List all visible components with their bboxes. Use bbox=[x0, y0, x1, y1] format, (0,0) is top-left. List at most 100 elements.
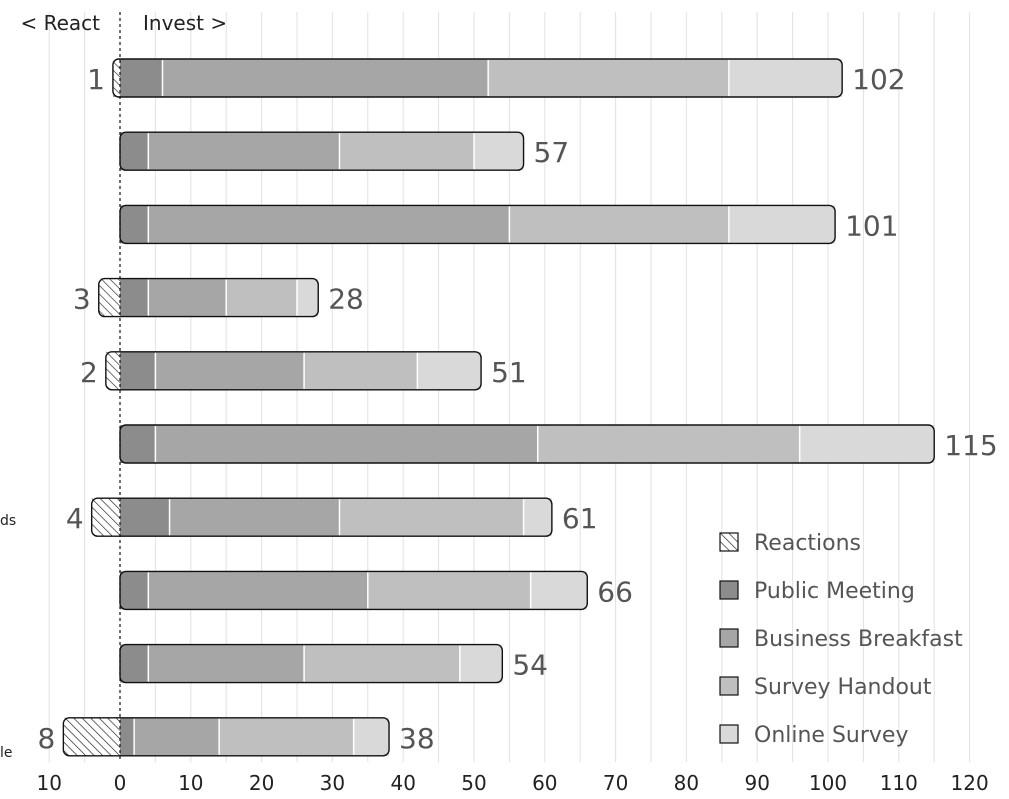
category-label-partial: ds bbox=[0, 513, 16, 529]
bar-segment-reactions bbox=[112, 59, 120, 97]
bar-outline bbox=[98, 277, 319, 318]
bar-segment-business-breakfast bbox=[155, 351, 305, 390]
react-total-label: 4 bbox=[66, 502, 84, 535]
x-tick-label: 30 bbox=[320, 771, 345, 795]
bar-outline bbox=[90, 497, 553, 537]
x-tick-label: 90 bbox=[744, 771, 769, 795]
x-axis: < React Invest >10 0 10 20 30 40 50 60 70 80 90 100 1… bbox=[0, 11, 989, 795]
react-total-label: 1 bbox=[87, 63, 105, 96]
bar-segment-reactions bbox=[63, 717, 120, 756]
direction-label-invest: Invest > bbox=[143, 11, 227, 35]
bar-segment-business-breakfast bbox=[148, 644, 305, 683]
bar-segment-business-breakfast bbox=[148, 571, 368, 610]
category-label-partial: le bbox=[0, 745, 13, 761]
invest-total-label: 38 bbox=[399, 722, 435, 755]
legend-swatch bbox=[719, 628, 739, 648]
invest-total-label: 115 bbox=[944, 429, 997, 462]
bar-segment-online-survey bbox=[728, 59, 843, 97]
bar-outline bbox=[105, 351, 482, 391]
bar-segment-public-meeting bbox=[120, 644, 149, 683]
x-tick-label: 60 bbox=[532, 771, 557, 795]
bar-segment-business-breakfast bbox=[169, 498, 340, 537]
bar-segment-public-meeting bbox=[120, 498, 170, 537]
bar-segment-business-breakfast bbox=[134, 717, 220, 756]
invest-total-label: 61 bbox=[562, 502, 598, 535]
react-total-label: 2 bbox=[80, 356, 98, 389]
bar-segment-reactions bbox=[98, 278, 120, 317]
legend-label: Business Breakfast bbox=[754, 627, 963, 652]
bar-segment-reactions bbox=[105, 351, 120, 390]
bar-outline bbox=[119, 643, 504, 684]
bar-segment-public-meeting bbox=[120, 717, 135, 756]
bar-segment-online-survey bbox=[728, 205, 836, 244]
legend-swatch bbox=[719, 580, 739, 600]
direction-label-react: < React bbox=[20, 11, 100, 35]
legend-label: Online Survey bbox=[754, 723, 908, 748]
x-tick-label: 50 bbox=[461, 771, 486, 795]
bar-segment-public-meeting bbox=[120, 425, 156, 463]
bar-outline bbox=[62, 717, 390, 757]
legend-swatch bbox=[719, 724, 739, 744]
bar-segment-business-breakfast bbox=[162, 59, 489, 97]
legend-label: Reactions bbox=[754, 531, 861, 556]
bar-segment-online-survey bbox=[799, 425, 935, 463]
invest-total-label: 57 bbox=[534, 136, 570, 169]
legend-label: Public Meeting bbox=[754, 579, 915, 604]
legend-swatch bbox=[719, 676, 739, 696]
x-tick-label: 0 bbox=[114, 771, 127, 795]
bars bbox=[62, 58, 935, 757]
value-labels: 102 1 57 101 28 3 51 2 115 61 4 66 54 38 8 bbox=[38, 63, 998, 755]
invest-total-label: 54 bbox=[512, 649, 548, 682]
invest-total-label: 102 bbox=[852, 63, 905, 96]
x-tick-label: 70 bbox=[603, 771, 628, 795]
react-total-label: 8 bbox=[38, 722, 56, 755]
bar-segment-online-survey bbox=[474, 132, 524, 171]
bar-segment-business-breakfast bbox=[148, 278, 227, 317]
bar-segment-reactions bbox=[91, 498, 120, 537]
bar-segment-business-breakfast bbox=[148, 132, 340, 171]
x-tick-label: 20 bbox=[249, 771, 274, 795]
react-total-label: 3 bbox=[73, 283, 91, 316]
invest-total-label: 28 bbox=[328, 283, 364, 316]
bar-outline bbox=[112, 58, 843, 98]
legend-swatch bbox=[719, 532, 739, 552]
bar-segment-online-survey bbox=[353, 717, 390, 756]
x-tick-label: 40 bbox=[390, 771, 415, 795]
bar-segment-public-meeting bbox=[120, 59, 163, 97]
invest-total-label: 101 bbox=[845, 209, 898, 242]
x-tick-label: 80 bbox=[674, 771, 699, 795]
x-tick-label: 10 bbox=[178, 771, 203, 795]
bar-segment-online-survey bbox=[530, 571, 588, 610]
bar-segment-business-breakfast bbox=[148, 205, 510, 244]
bar-segment-survey-handout bbox=[488, 59, 729, 97]
bar-segment-public-meeting bbox=[120, 278, 149, 317]
bar-segment-online-survey bbox=[523, 498, 552, 537]
legend-label: Survey Handout bbox=[754, 675, 932, 700]
legend: Reactions Public Meeting Business Breakfas… bbox=[719, 531, 963, 748]
bar-segment-online-survey bbox=[297, 278, 319, 317]
bar-segment-survey-handout bbox=[509, 205, 729, 244]
bar-segment-survey-handout bbox=[304, 351, 418, 390]
invest-total-label: 66 bbox=[597, 575, 633, 608]
bar-segment-public-meeting bbox=[120, 351, 156, 390]
x-tick-label: 120 bbox=[951, 771, 989, 795]
bar-segment-survey-handout bbox=[226, 278, 297, 317]
x-tick-label: 100 bbox=[809, 771, 847, 795]
bar-segment-online-survey bbox=[417, 351, 482, 390]
bar-segment-survey-handout bbox=[367, 571, 531, 610]
bar-segment-business-breakfast bbox=[155, 425, 538, 463]
bar-segment-public-meeting bbox=[120, 205, 149, 244]
bar-segment-survey-handout bbox=[339, 498, 524, 537]
x-tick-label: 10 bbox=[36, 771, 61, 795]
bar-segment-survey-handout bbox=[219, 717, 354, 756]
bar-segment-public-meeting bbox=[120, 571, 149, 610]
bar-segment-survey-handout bbox=[339, 132, 474, 171]
invest-total-label: 51 bbox=[491, 356, 527, 389]
bar-segment-survey-handout bbox=[537, 425, 800, 463]
bar-segment-survey-handout bbox=[304, 644, 460, 683]
bar-segment-public-meeting bbox=[120, 132, 149, 171]
bar-segment-online-survey bbox=[459, 644, 503, 683]
x-tick-label: 110 bbox=[880, 771, 918, 795]
